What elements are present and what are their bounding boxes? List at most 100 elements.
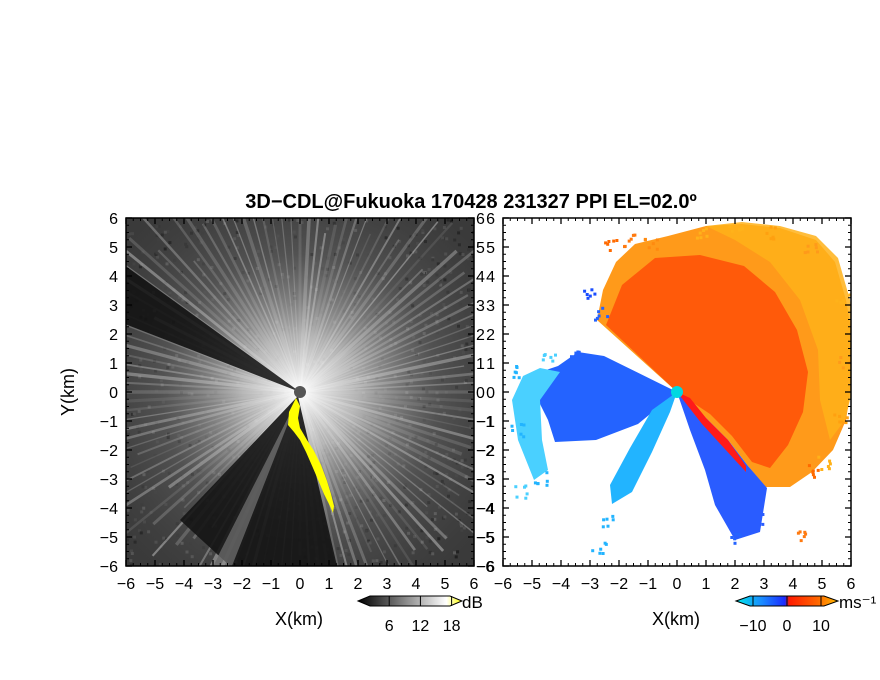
velocity-y-tick-label: −1	[477, 414, 495, 431]
velocity-x-tick-label: −2	[610, 576, 628, 593]
velocity-speckle	[765, 231, 769, 235]
velocity-x-tick-label: 4	[789, 576, 798, 593]
velocity-x-tick-label: 2	[731, 576, 740, 593]
velocity-colorbar-tick-label: −10	[739, 618, 766, 635]
snr-y-tick-label: 2	[109, 327, 118, 344]
snr-y-tick-label: 6	[109, 211, 118, 228]
velocity-colorbar-tick-label: 0	[783, 618, 792, 635]
velocity-speckle	[519, 432, 523, 436]
snr-y-tick-label: −6	[100, 559, 118, 576]
velocity-speckle	[811, 469, 815, 473]
velocity-speckle	[512, 375, 516, 379]
velocity-speckle	[579, 358, 583, 362]
velocity-speckle	[627, 239, 631, 243]
snr-strong-echo-edge	[288, 398, 334, 513]
snr-x-tick-label: 6	[470, 576, 479, 593]
snr-x-axis-label: X(km)	[275, 609, 323, 629]
velocity-speckle	[606, 242, 610, 246]
snr-y-tick-label: 3	[109, 298, 118, 315]
snr-panel: −6 −5 −4 −3 −2 −1 0 1 2 3 4 5 6 6 65 54 43 32 21 10 0−1 −1−2…	[58, 211, 494, 629]
velocity-x-tick-labels: −6 −5 −4 −3 −2 −1 0 1 2 3 4 5 6	[494, 576, 856, 593]
velocity-speckle	[522, 435, 526, 439]
velocity-x-tick-label: 1	[702, 576, 711, 593]
snr-y-tick-label: 1	[109, 356, 118, 373]
snr-y-tick-label: 0	[109, 385, 118, 402]
snr-y-tick-label-right: 0	[476, 385, 485, 402]
velocity-speckle	[817, 455, 821, 459]
snr-x-tick-label: −2	[233, 576, 251, 593]
snr-colorbar-tick-label: 18	[443, 618, 461, 635]
velocity-speckle	[769, 237, 773, 241]
velocity-speckle	[612, 239, 616, 243]
velocity-x-tick-label: −1	[639, 576, 657, 593]
snr-y-tick-label: 4	[109, 269, 118, 286]
radar-site-marker	[294, 386, 306, 398]
velocity-speckle	[756, 515, 760, 518]
velocity-fold-band	[677, 392, 746, 472]
velocity-speckle	[633, 233, 637, 237]
velocity-speckle	[827, 467, 831, 471]
snr-y-tick-label-right: −3	[476, 472, 494, 489]
figure-title: 3D−CDL@Fukuoka 170428 231327 PPI EL=02.0…	[245, 191, 697, 213]
velocity-speckle	[828, 462, 832, 466]
snr-blocked-sectors	[126, 266, 337, 566]
velocity-y-tick-label: −6	[477, 559, 495, 576]
velocity-speckle	[606, 315, 610, 319]
snr-y-tick-label: −5	[100, 530, 118, 547]
snr-colorbar-tick-label: 6	[385, 618, 394, 635]
velocity-speckle	[615, 239, 619, 242]
velocity-x-tick-label: −3	[581, 576, 599, 593]
velocity-x-tick-label: 5	[818, 576, 827, 593]
velocity-speckle	[842, 300, 846, 304]
velocity-light-blue-beam	[610, 392, 677, 504]
snr-x-tick-label: 5	[441, 576, 450, 593]
velocity-speckle	[806, 244, 810, 248]
velocity-echo-area	[510, 222, 851, 555]
velocity-speckle	[511, 429, 515, 432]
velocity-speckle	[611, 518, 615, 522]
velocity-x-tick-label: 6	[847, 576, 856, 593]
snr-x-tick-label: 0	[296, 576, 305, 593]
velocity-speckle	[758, 521, 762, 524]
velocity-speckle	[816, 468, 820, 472]
velocity-speckle	[598, 551, 602, 555]
velocity-y-tick-label: 0	[486, 385, 495, 402]
velocity-strong-receding-core	[606, 255, 808, 468]
velocity-approaching-region	[538, 352, 677, 442]
velocity-x-axis-label: X(km)	[652, 609, 700, 629]
velocity-y-tick-label: 6	[486, 211, 495, 228]
velocity-speckle	[737, 533, 741, 536]
snr-y-tick-label: −2	[100, 443, 118, 460]
velocity-x-tick-label: 0	[673, 576, 682, 593]
velocity-y-tick-label: 4	[486, 269, 495, 286]
velocity-speckle	[838, 414, 842, 418]
velocity-speckle	[545, 471, 549, 475]
snr-x-tick-label: 4	[412, 576, 421, 593]
snr-colorbar-tick-label: 12	[412, 618, 430, 635]
snr-y-tick-label: −3	[100, 472, 118, 489]
velocity-speckle	[607, 240, 611, 243]
velocity-speckle	[570, 355, 573, 359]
snr-light-ray-sw	[213, 398, 298, 566]
velocity-speckle	[549, 355, 553, 359]
velocity-speckle	[702, 229, 706, 232]
velocity-speckle	[733, 541, 737, 545]
velocity-speckle	[591, 549, 595, 553]
velocity-axis-ticks	[502, 217, 852, 567]
velocity-speckle	[604, 241, 608, 245]
velocity-speckle	[848, 293, 851, 297]
velocity-speckle	[541, 358, 545, 362]
snr-y-tick-label-right: −2	[476, 443, 494, 460]
velocity-speckle	[551, 359, 555, 363]
velocity-speckle	[599, 547, 603, 551]
snr-x-tick-label: 1	[325, 576, 334, 593]
snr-x-tick-label: −3	[204, 576, 222, 593]
velocity-speckle	[730, 536, 734, 539]
velocity-speckles	[510, 225, 851, 555]
velocity-speckle	[595, 316, 599, 320]
velocity-speckle	[771, 235, 775, 239]
velocity-speckle	[519, 423, 523, 426]
velocity-speckle	[698, 231, 702, 235]
velocity-colorbar-unit: ms⁻¹	[839, 593, 877, 612]
velocity-speckle	[583, 289, 587, 293]
